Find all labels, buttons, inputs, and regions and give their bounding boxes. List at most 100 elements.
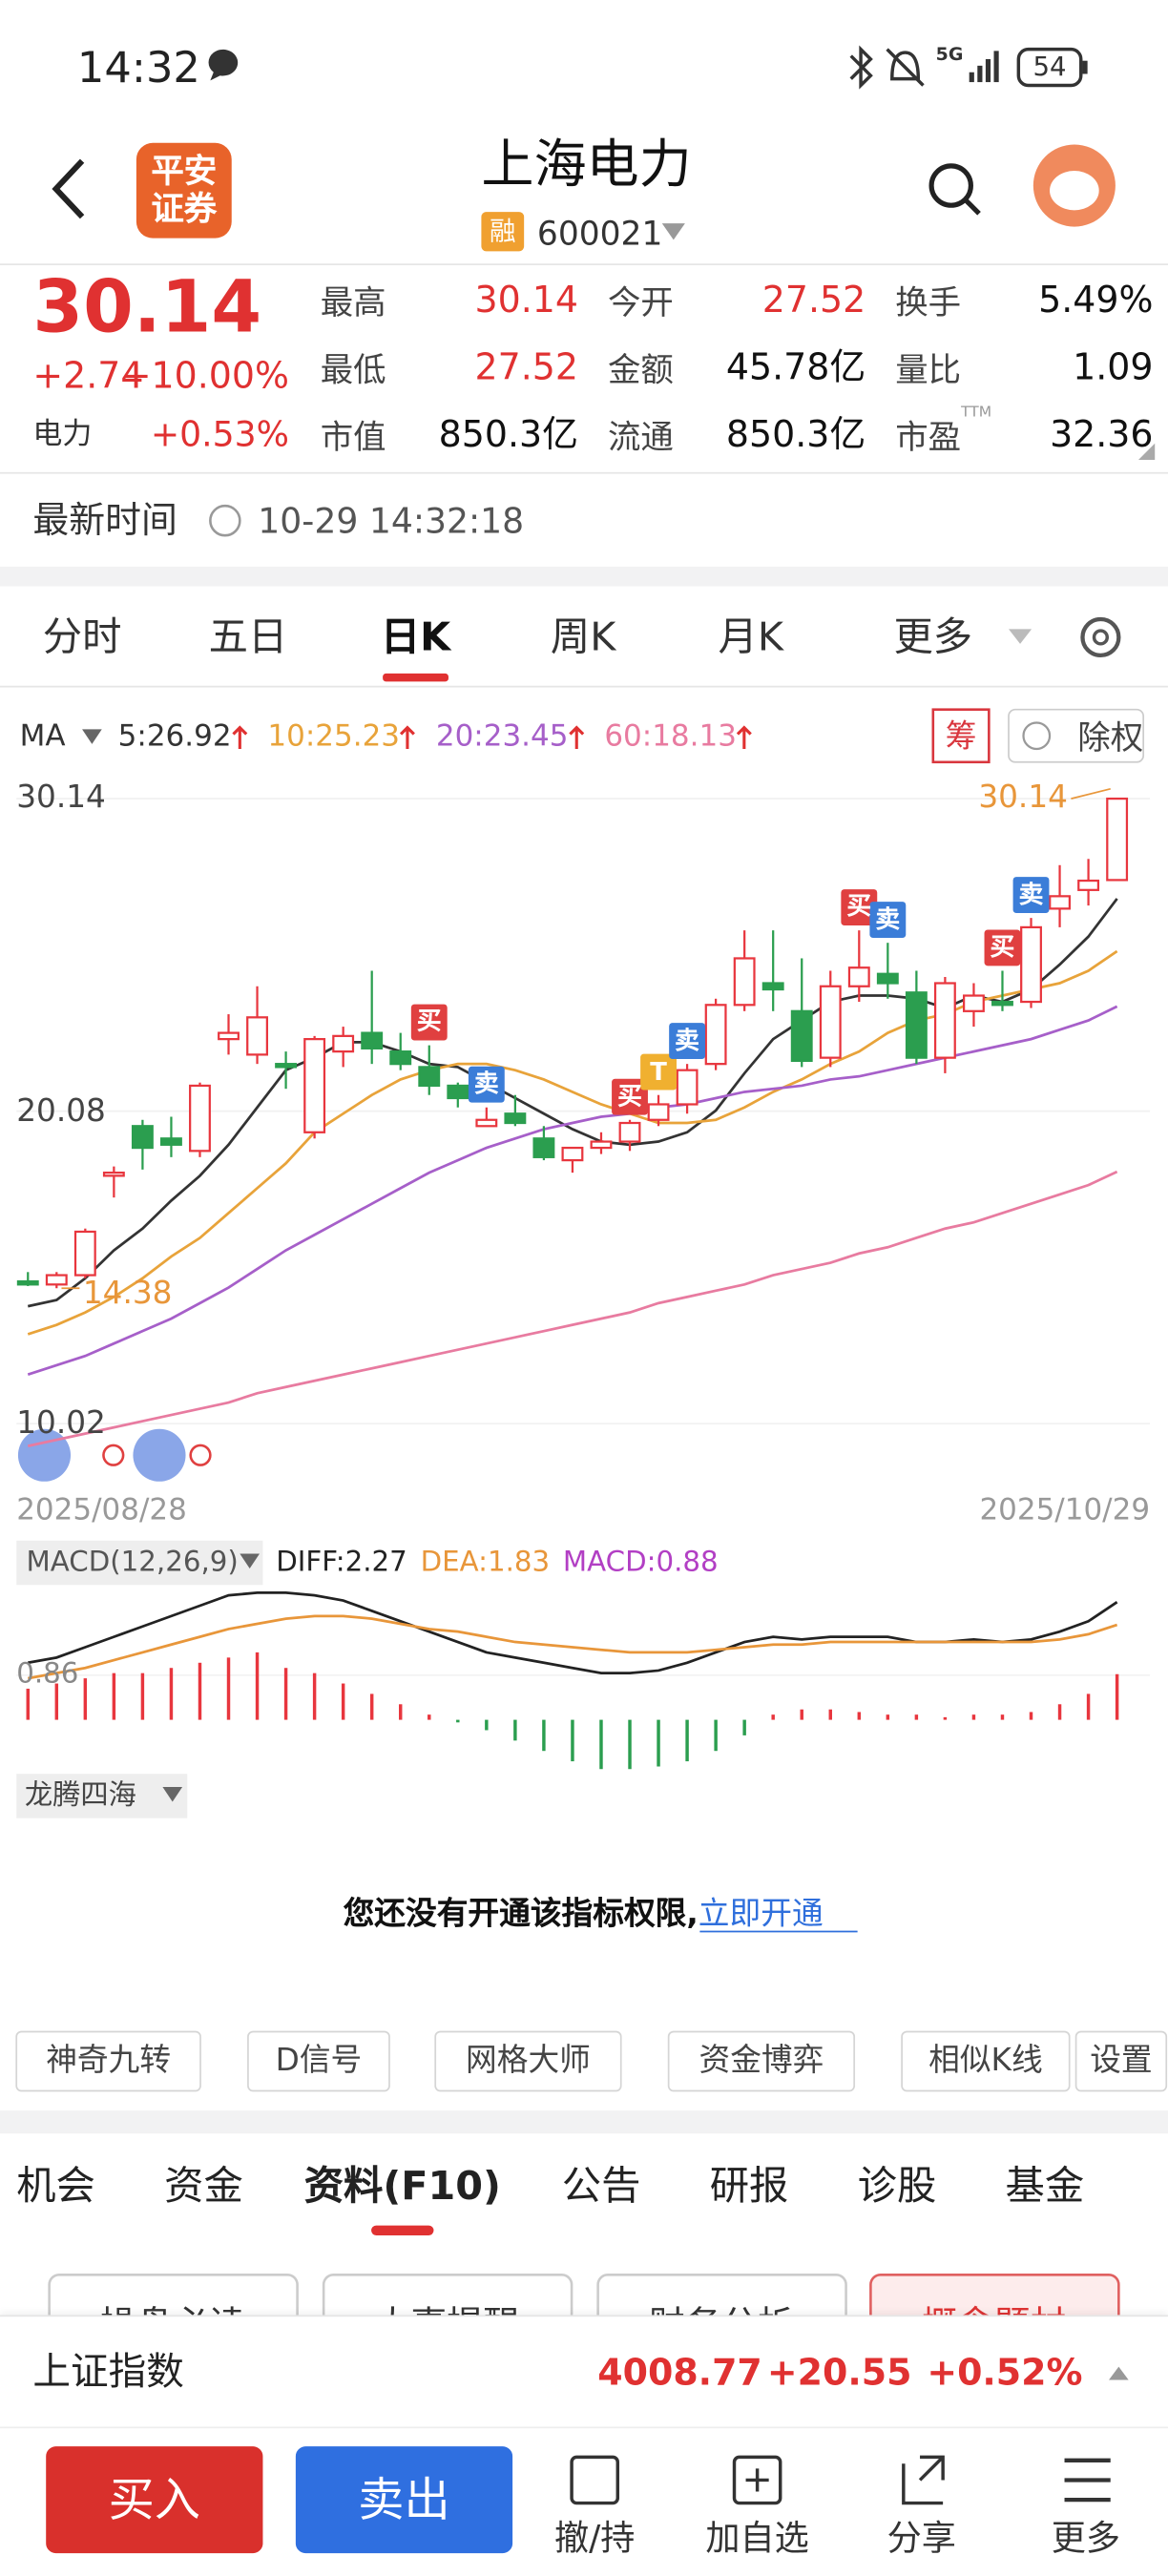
tool-label[interactable]: D信号 <box>275 2042 363 2079</box>
candle-body <box>819 985 842 1059</box>
badge <box>481 212 525 252</box>
tool-label[interactable]: 神奇九转 <box>46 2042 172 2079</box>
signal-text: 买 <box>846 891 872 922</box>
info-tab[interactable]: 机会 <box>16 2163 95 2210</box>
fullscreen-button[interactable] <box>133 1428 186 1482</box>
action-label[interactable]: 更多 <box>1051 2518 1121 2559</box>
dropdown-icon[interactable] <box>82 729 102 744</box>
event-icon[interactable] <box>189 1444 212 1466</box>
event-icon[interactable] <box>102 1444 125 1466</box>
stat-value: 850.3亿 <box>725 415 866 457</box>
dropdown-icon[interactable] <box>240 1553 260 1569</box>
macd-bar <box>283 1668 288 1720</box>
info-tab[interactable]: 资金 <box>164 2163 243 2210</box>
enable-link[interactable]: 立即开通 <box>698 1896 824 1933</box>
candle-body <box>504 1112 527 1125</box>
signal-box <box>640 1053 677 1091</box>
index-change: +20.55 <box>766 2353 912 2395</box>
macd-bar <box>54 1683 59 1720</box>
tool-button[interactable] <box>247 2030 390 2092</box>
badge-text: 融 <box>489 215 516 247</box>
legend-item: 20:23.45 <box>436 722 585 752</box>
exright-button[interactable] <box>1008 708 1145 763</box>
period-tab[interactable]: 更多 <box>893 613 973 661</box>
buy-button[interactable]: 买入 <box>46 2446 263 2554</box>
ma-line <box>27 1005 1118 1377</box>
info-tab[interactable]: 诊股 <box>857 2163 937 2210</box>
tool-button[interactable] <box>15 2030 201 2092</box>
candle-body <box>418 1066 441 1088</box>
info-tab[interactable]: 公告 <box>561 2163 641 2210</box>
stat-label: 最高 <box>320 282 386 322</box>
settings-button[interactable] <box>1080 616 1121 658</box>
settings-button <box>1092 629 1110 646</box>
y-tick-label: 0.86 <box>16 1657 79 1692</box>
period-tab[interactable]: 分时 <box>42 613 122 661</box>
tool-label[interactable]: 资金博弈 <box>699 2042 824 2079</box>
sell-button[interactable]: 卖出 <box>295 2446 513 2554</box>
stat-label: 今开 <box>607 282 674 322</box>
exright-label[interactable]: 除权 <box>1077 717 1144 758</box>
info-tab[interactable]: 基金 <box>1005 2163 1085 2210</box>
signal-box <box>669 1023 706 1059</box>
signal-box <box>468 1066 505 1103</box>
macd-bar <box>369 1693 374 1720</box>
stat-label: 金额 <box>607 349 674 389</box>
stat-value: 1.09 <box>1073 347 1154 389</box>
dropdown-icon[interactable] <box>1009 629 1032 644</box>
tool-button[interactable] <box>434 2030 622 2092</box>
macd-line <box>28 1614 1118 1680</box>
macd-bar <box>399 1704 403 1720</box>
macd-bar <box>198 1662 202 1720</box>
period-tab[interactable]: 日K <box>380 613 451 661</box>
back-button[interactable] <box>52 158 85 219</box>
chip-button[interactable] <box>931 708 991 764</box>
macd-bar <box>513 1719 517 1741</box>
tool-button[interactable] <box>901 2030 1071 2092</box>
candle-body <box>618 1121 641 1143</box>
period-tab[interactable]: 周K <box>550 613 616 661</box>
dropdown-icon[interactable] <box>661 223 685 240</box>
candle-body <box>131 1125 154 1150</box>
info-icon[interactable] <box>209 504 241 537</box>
candle-body <box>475 1118 498 1128</box>
index-name[interactable]: 上证指数 <box>32 2351 184 2395</box>
chip-label[interactable]: 筹 <box>945 718 977 756</box>
candle-body <box>1020 925 1042 1004</box>
tool-label[interactable]: 网格大师 <box>466 2042 591 2079</box>
tool-label[interactable]: 设置 <box>1090 2042 1153 2079</box>
tab-indicator <box>383 673 448 682</box>
stat-value: 850.3亿 <box>438 415 578 457</box>
action-label[interactable]: 分享 <box>886 2518 956 2559</box>
period-tab[interactable]: 五日 <box>208 613 288 661</box>
action-label[interactable]: 加自选 <box>705 2518 809 2559</box>
action-label[interactable]: 撤/持 <box>553 2518 636 2559</box>
search-button[interactable] <box>964 198 981 216</box>
legend-text: 5:26.92 <box>117 719 232 755</box>
signal-text: 卖 <box>1018 879 1044 909</box>
info-tab[interactable]: 资料(F10) <box>303 2163 501 2210</box>
search-button[interactable] <box>928 163 973 208</box>
signal-box <box>869 902 907 939</box>
candle-body <box>102 1171 125 1177</box>
indicator-name: 龙腾四海 <box>24 1779 136 1813</box>
macd-bar <box>1057 1704 1062 1720</box>
tool-button[interactable] <box>667 2030 856 2092</box>
tool-button[interactable] <box>1074 2030 1168 2092</box>
tab-indicator <box>371 2225 434 2235</box>
macd-selector[interactable] <box>16 1540 263 1586</box>
period-tab[interactable]: 月K <box>718 613 783 661</box>
candle-body <box>647 1103 670 1121</box>
dropdown-icon[interactable] <box>162 1786 183 1802</box>
expand-button[interactable] <box>17 1428 72 1482</box>
stat-value: 32.36 <box>1050 415 1154 457</box>
indicator-selector[interactable] <box>16 1774 188 1818</box>
macd-bar <box>886 1714 890 1720</box>
update-label: 最新时间 <box>32 501 177 543</box>
legend-text: 60:18.13 <box>604 719 737 755</box>
tool-label[interactable]: 相似K线 <box>928 2042 1043 2079</box>
index-arrow <box>1109 2366 1129 2380</box>
macd-bar <box>112 1672 116 1720</box>
info-tab[interactable]: 研报 <box>709 2163 789 2210</box>
